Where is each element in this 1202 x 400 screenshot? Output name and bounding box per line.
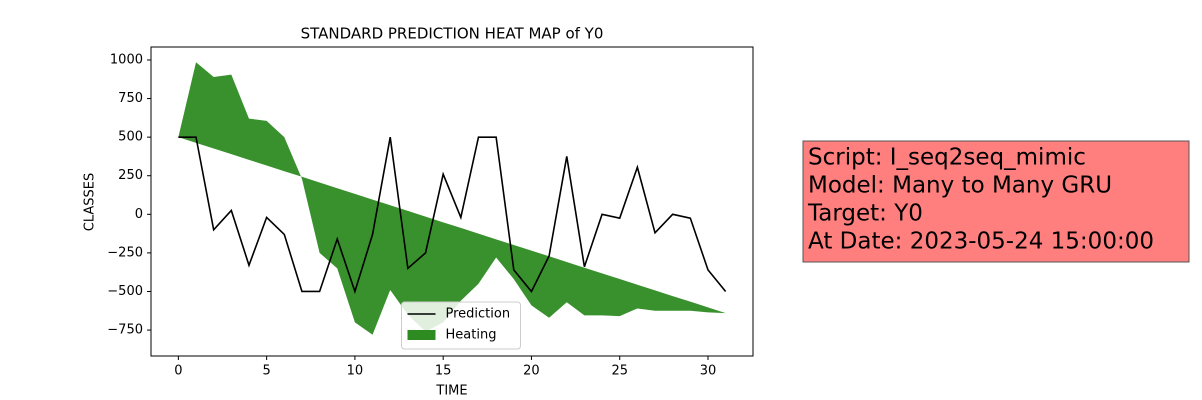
info-line: Target: Y0 xyxy=(807,201,923,227)
x-tick-label: 30 xyxy=(700,364,717,379)
chart-title: STANDARD PREDICTION HEAT MAP of Y0 xyxy=(301,25,604,43)
x-tick-label: 15 xyxy=(435,364,452,379)
prediction-line xyxy=(178,136,727,295)
x-axis-label: TIME xyxy=(435,384,467,399)
info-box xyxy=(802,140,1190,263)
heating-area xyxy=(178,62,726,335)
x-tick-label: 10 xyxy=(347,364,364,379)
y-tick-label: −500 xyxy=(107,284,143,299)
legend-label: Prediction xyxy=(446,307,511,322)
info-line: Model: Many to Many GRU xyxy=(808,173,1112,199)
x-tick-label: 5 xyxy=(262,364,270,379)
y-tick-label: −750 xyxy=(107,323,143,338)
y-tick-label: 750 xyxy=(118,91,143,106)
legend-label: Heating xyxy=(446,328,497,343)
y-tick-label: 1000 xyxy=(110,52,143,67)
info-line: Script: I_seq2seq_mimic xyxy=(808,145,1086,171)
y-tick-label: 500 xyxy=(118,130,143,145)
y-tick-label: 250 xyxy=(118,168,143,183)
x-tick-label: 20 xyxy=(523,364,540,379)
y-tick-label: −250 xyxy=(107,245,143,260)
x-tick-label: 25 xyxy=(611,364,628,379)
axes-frame xyxy=(150,46,754,357)
y-axis-label: CLASSES xyxy=(83,173,98,231)
legend-swatch xyxy=(407,330,436,340)
x-tick-label: 0 xyxy=(174,364,182,379)
info-line: At Date: 2023-05-24 15:00:00 xyxy=(808,229,1154,255)
y-tick-label: 0 xyxy=(135,207,143,222)
